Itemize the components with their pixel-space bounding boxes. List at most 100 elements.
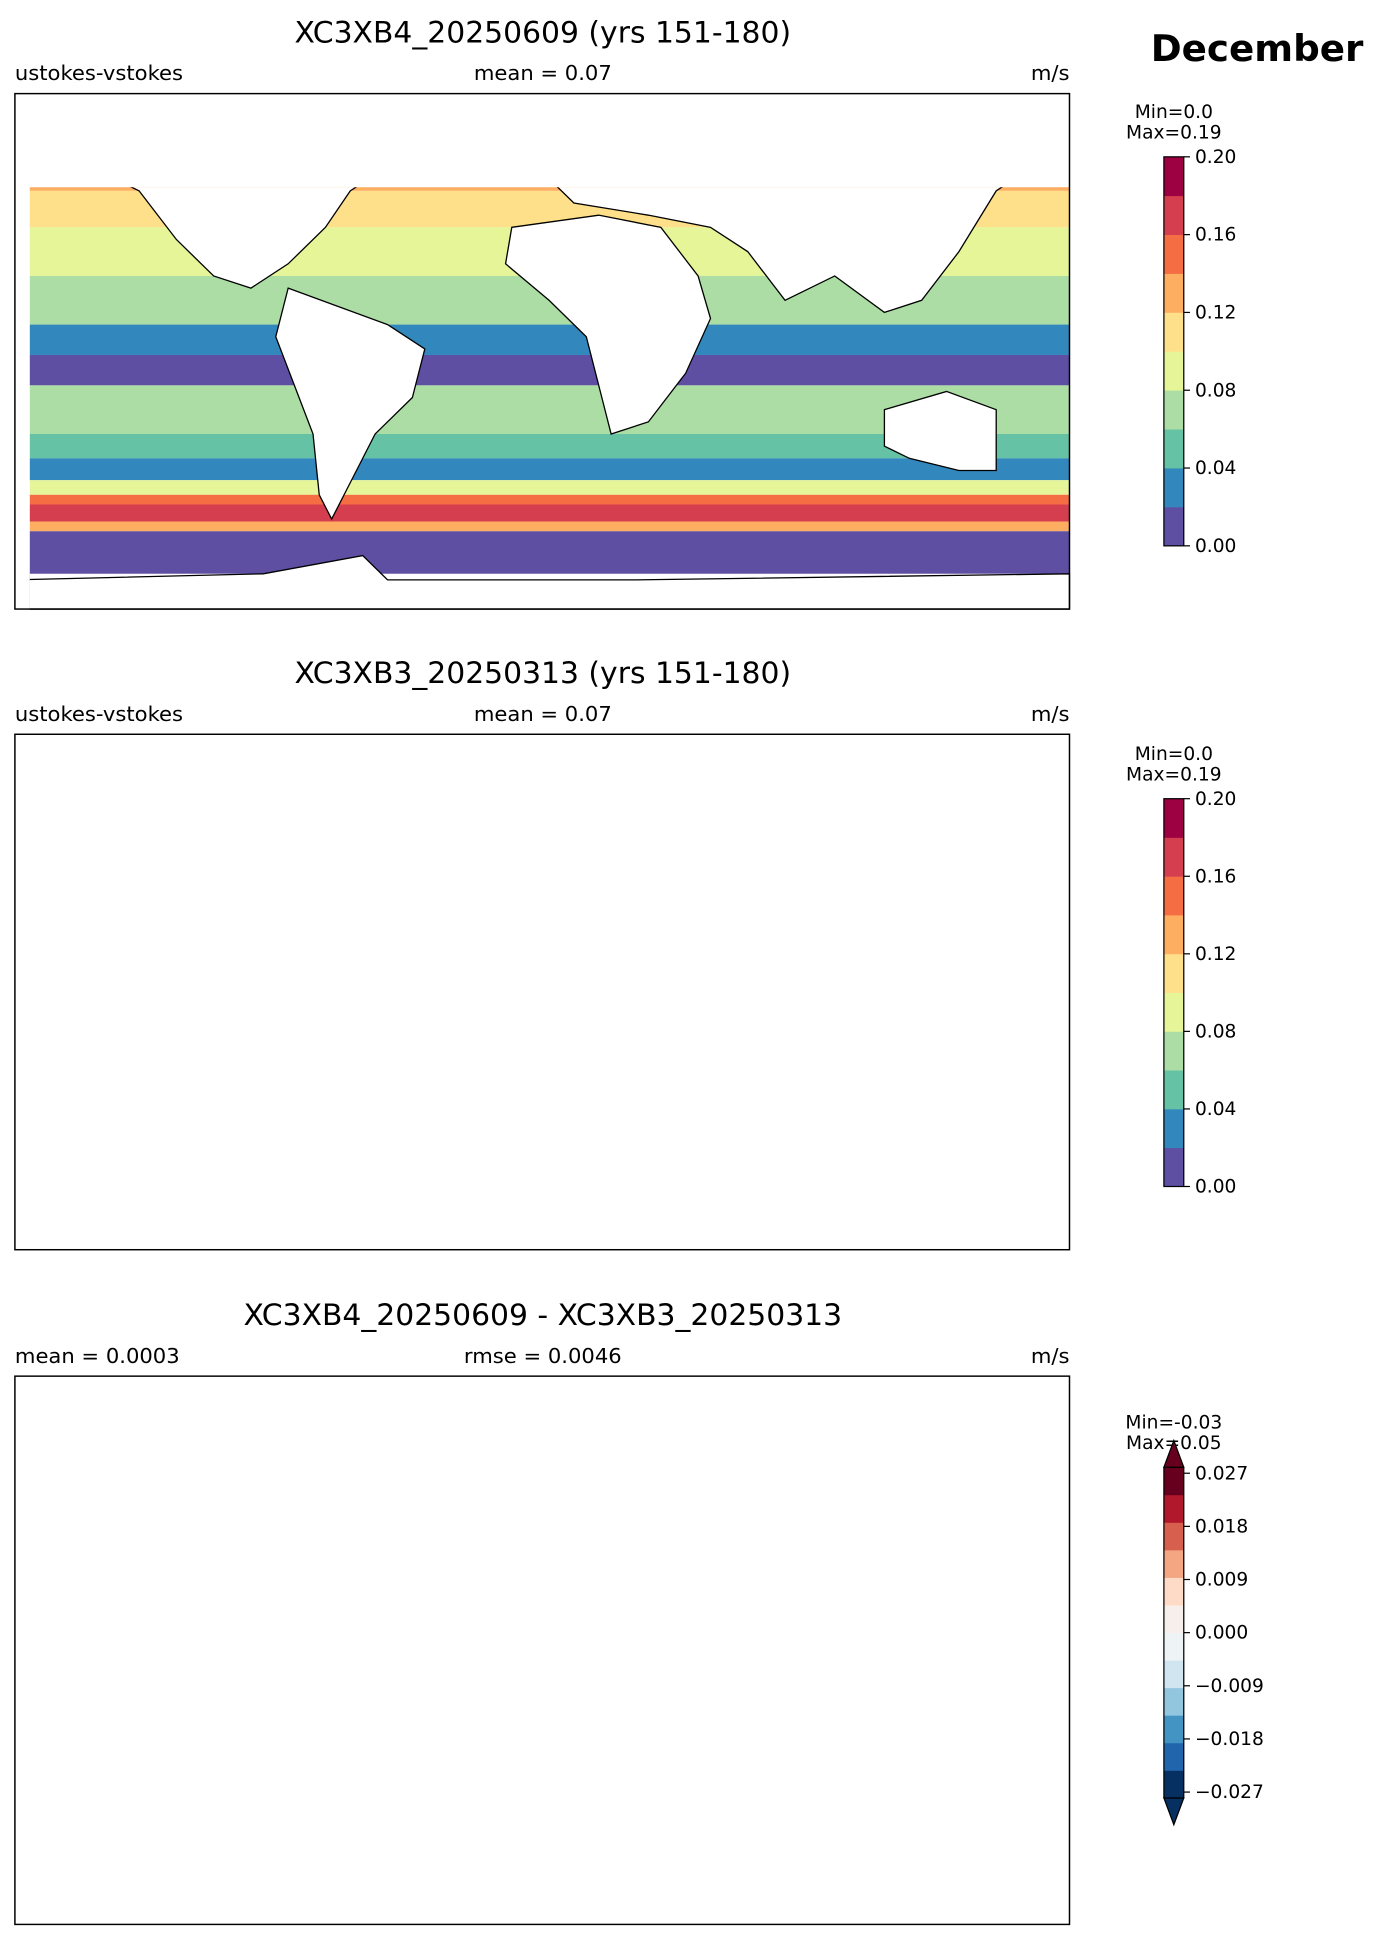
cb-tick-label: 0.04 xyxy=(1195,1099,1236,1120)
ocean-band xyxy=(29,504,1070,522)
ocean xyxy=(15,1376,1070,1924)
ocean-band xyxy=(15,1172,1070,1215)
left-label: mean = 0.0003 xyxy=(15,1344,180,1368)
cb-tick-label: −0.027 xyxy=(1195,1782,1264,1803)
cb-tick-label: 0.12 xyxy=(1195,944,1236,965)
land xyxy=(276,929,425,1160)
map xyxy=(15,734,1070,1249)
land xyxy=(65,740,425,928)
cb-swatch xyxy=(1163,798,1184,838)
ocean-band xyxy=(15,868,1070,917)
land xyxy=(506,215,711,434)
cb-tick-label: 0.000 xyxy=(1195,1623,1248,1644)
cb-swatch xyxy=(1163,1494,1184,1523)
land xyxy=(506,856,711,1075)
land xyxy=(15,1868,1070,1925)
land xyxy=(537,187,1070,313)
ocean-band xyxy=(29,521,1070,532)
cb-min: Min=0.0 xyxy=(1135,102,1213,123)
cb-tick-label: 0.00 xyxy=(1195,536,1236,557)
cb-swatch xyxy=(1163,1549,1184,1578)
land xyxy=(388,100,487,167)
right-label: m/s xyxy=(1031,702,1070,726)
panel-title: XC3XB4_20250609 - XC3XB3_20250313 xyxy=(244,1298,843,1332)
land xyxy=(388,740,487,807)
ocean-band xyxy=(15,734,1070,777)
ocean-band xyxy=(15,996,1070,1026)
map-frame xyxy=(14,1375,1071,1926)
cb-tick-label: 0.20 xyxy=(1195,147,1236,168)
ocean-band xyxy=(29,458,1070,481)
cb-swatch xyxy=(1163,1632,1184,1661)
center-label: mean = 0.07 xyxy=(474,702,612,726)
anomaly xyxy=(400,1446,499,1487)
ocean-band xyxy=(15,1026,1070,1075)
cb-swatch xyxy=(1163,390,1184,430)
panel: XC3XB3_20250313 (yrs 151-180) ustokes-vst… xyxy=(14,657,1236,1251)
land xyxy=(65,1383,425,1583)
cb-max: Max=0.19 xyxy=(1126,765,1222,786)
ocean xyxy=(15,734,1070,1249)
cb-swatch xyxy=(1163,195,1184,235)
anomaly xyxy=(537,1405,612,1426)
cb-frame xyxy=(1163,1466,1185,1799)
map xyxy=(15,1376,1070,1924)
cb-swatch xyxy=(1163,953,1184,993)
cb-swatch xyxy=(1163,1687,1184,1716)
center-label: mean = 0.07 xyxy=(474,61,612,85)
cb-swatch xyxy=(1163,1070,1184,1110)
figure-title: December xyxy=(1151,27,1364,70)
cb-swatch xyxy=(1163,1108,1184,1149)
land xyxy=(65,187,425,288)
ocean-band xyxy=(29,480,1070,495)
anomaly xyxy=(388,1573,463,1620)
anomaly xyxy=(897,1622,972,1648)
cb-tick-label: 0.12 xyxy=(1195,303,1236,324)
ocean-band xyxy=(15,1822,1070,1831)
cb-swatch xyxy=(1163,506,1184,547)
ocean-band xyxy=(29,354,1070,386)
ocean-band xyxy=(15,1099,1070,1121)
left-label: ustokes-vstokes xyxy=(15,702,183,726)
map-frame xyxy=(14,92,1071,610)
ocean-band xyxy=(15,1803,1070,1822)
left-label: ustokes-vstokes xyxy=(15,61,183,85)
cb-tick-label: 0.009 xyxy=(1195,1570,1248,1591)
cb-frame xyxy=(1163,156,1185,547)
cb-swatch xyxy=(1163,1605,1184,1634)
cb-max: Max=0.19 xyxy=(1126,123,1222,144)
ocean-band xyxy=(29,494,1070,505)
cb-min: Min=-0.03 xyxy=(1125,1413,1222,1434)
ocean-band xyxy=(15,801,1070,831)
land xyxy=(537,740,1070,953)
anomaly xyxy=(499,1458,574,1489)
ocean-band xyxy=(15,1376,1070,1924)
ocean-band xyxy=(15,1145,1070,1162)
ocean-band xyxy=(15,1609,1070,1674)
ocean-band xyxy=(15,1121,1070,1136)
ocean-band xyxy=(29,187,1070,191)
cb-tick-label: −0.009 xyxy=(1195,1676,1264,1697)
land xyxy=(884,391,996,470)
center-label: rmse = 0.0046 xyxy=(464,1344,622,1368)
cb-swatch xyxy=(1163,1770,1184,1799)
cb-swatch xyxy=(1163,1467,1184,1496)
right-label: m/s xyxy=(1031,1344,1070,1368)
ocean-band xyxy=(15,1214,1070,1249)
cb-swatch xyxy=(1163,351,1184,391)
cb-swatch xyxy=(1163,234,1184,274)
cb-tick-label: 0.04 xyxy=(1195,458,1236,479)
ocean-band xyxy=(29,324,1070,355)
land xyxy=(388,1383,487,1454)
cb-tick-label: 0.16 xyxy=(1195,867,1236,888)
ocean-band xyxy=(29,531,1070,574)
cb-swatch xyxy=(1163,915,1184,955)
cb-tick-label: 0.018 xyxy=(1195,1517,1248,1538)
cb-swatch xyxy=(1163,468,1184,508)
cb-tick-label: 0.08 xyxy=(1195,1022,1236,1043)
land xyxy=(15,1196,1070,1249)
ocean-band xyxy=(15,1075,1070,1099)
panel-title: XC3XB3_20250313 (yrs 151-180) xyxy=(295,657,792,691)
